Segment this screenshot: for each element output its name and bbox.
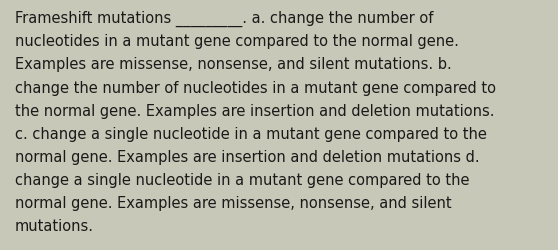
Text: Frameshift mutations _________. a. change the number of: Frameshift mutations _________. a. chang… [15, 11, 434, 28]
Text: normal gene. Examples are missense, nonsense, and silent: normal gene. Examples are missense, nons… [15, 195, 451, 210]
Text: normal gene. Examples are insertion and deletion mutations d.: normal gene. Examples are insertion and … [15, 149, 480, 164]
Text: c. change a single nucleotide in a mutant gene compared to the: c. change a single nucleotide in a mutan… [15, 126, 487, 141]
Text: Examples are missense, nonsense, and silent mutations. b.: Examples are missense, nonsense, and sil… [15, 57, 452, 72]
Text: change a single nucleotide in a mutant gene compared to the: change a single nucleotide in a mutant g… [15, 172, 470, 187]
Text: the normal gene. Examples are insertion and deletion mutations.: the normal gene. Examples are insertion … [15, 103, 494, 118]
Text: nucleotides in a mutant gene compared to the normal gene.: nucleotides in a mutant gene compared to… [15, 34, 459, 49]
Text: change the number of nucleotides in a mutant gene compared to: change the number of nucleotides in a mu… [15, 80, 496, 95]
Text: mutations.: mutations. [15, 218, 94, 233]
